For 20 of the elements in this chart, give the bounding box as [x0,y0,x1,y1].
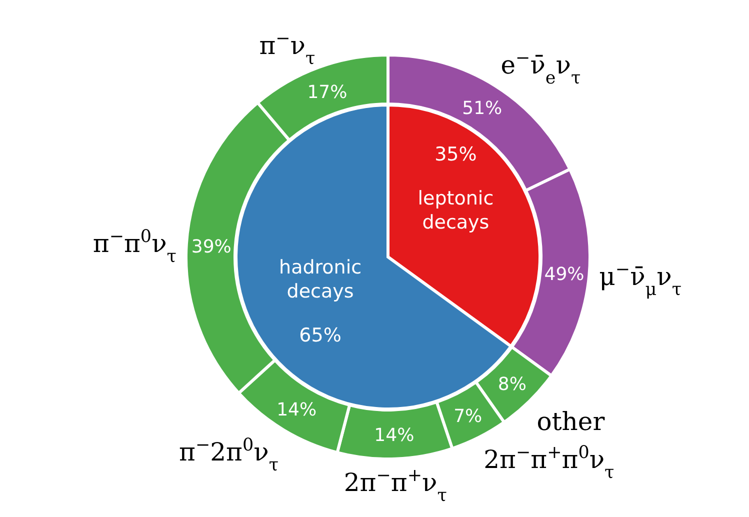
category-label: μ$^{−}$ν̄$_{μ}$ν$_{τ}$ [599,260,682,300]
category-label: 2π$^{−}$π$^{+}$ν$_{τ}$ [344,466,448,506]
data-label: 51% [462,98,502,120]
data-label: 14% [374,424,414,446]
category-label: e$^{−}$ν̄$_{e}$ν$_{τ}$ [500,48,581,88]
data-label: 7% [454,406,482,427]
category-label: other [536,407,605,436]
category-label: π$^{−}$ν$_{τ}$ [259,28,316,69]
data-label: 8% [498,374,526,396]
data-label: 14% [276,400,317,421]
category-label: 2π$^{−}$π$^{+}$π$^{0}$ν$_{τ}$ [484,443,615,484]
data-label: 65% [299,324,342,347]
data-label: 49% [544,264,584,285]
data-label: 17% [307,82,348,103]
slice-label: leptonic decays [418,187,494,234]
data-label: 35% [434,143,477,166]
category-label: π$^{−}$π$^{0}$ν$_{τ}$ [92,227,177,268]
category-label: π$^{−}$2π$^{0}$ν$_{τ}$ [179,436,279,476]
data-label: 39% [191,236,232,258]
slice-label: hadronic decays [279,256,362,303]
